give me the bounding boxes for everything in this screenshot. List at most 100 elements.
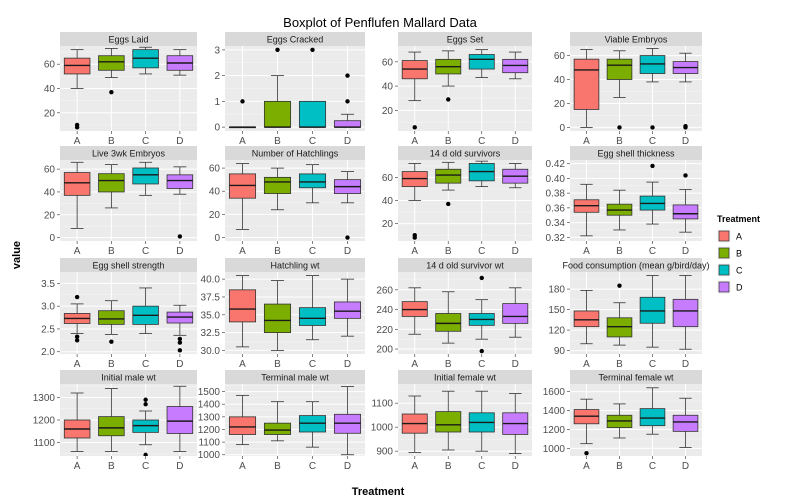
- outlier-point: [683, 173, 688, 178]
- box-iqr: [435, 168, 462, 184]
- box-iqr: [98, 55, 125, 71]
- facet-strip-label: Terminal female wt: [598, 373, 674, 383]
- y-tick-label: 20: [382, 106, 394, 117]
- box-B: [435, 161, 462, 207]
- y-tick-label: 0.32: [546, 233, 566, 244]
- box-C: [639, 47, 666, 130]
- box-iqr: [166, 406, 194, 434]
- x-tick-label: A: [239, 359, 246, 370]
- outlier-point: [74, 338, 80, 343]
- legend-swatch: [718, 230, 730, 242]
- box-iqr: [435, 313, 462, 332]
- panel-background: [398, 46, 532, 131]
- y-tick-label: 1100: [33, 438, 55, 449]
- outlier-point: [584, 450, 589, 456]
- box-A: [228, 275, 257, 348]
- box-C: [468, 275, 495, 354]
- outlier-point: [683, 124, 688, 129]
- box-iqr: [98, 173, 125, 193]
- box-B: [263, 280, 292, 351]
- x-tick-label: D: [344, 136, 351, 147]
- x-tick-label: D: [682, 461, 689, 472]
- outlier-point: [177, 348, 183, 353]
- box-D: [672, 397, 699, 448]
- facet-strip: [60, 370, 197, 384]
- x-tick-label: D: [176, 136, 183, 147]
- outlier-point: [177, 336, 183, 342]
- box-D: [672, 275, 699, 350]
- facet-panel: Viable Embryos 0 20 40 60 A B C D: [554, 32, 702, 147]
- box-A: [401, 163, 428, 240]
- x-tick-label: C: [649, 246, 656, 257]
- x-tick-label: A: [239, 246, 246, 257]
- outlier-point: [412, 125, 417, 130]
- box-D: [502, 287, 529, 338]
- facet-strip-label: Egg shell thickness: [597, 149, 675, 159]
- y-axis-title: value: [11, 241, 23, 269]
- legend-label: C: [736, 266, 743, 276]
- box-A: [63, 161, 91, 229]
- y-tick-label: 40.0: [201, 275, 221, 286]
- box-A: [401, 51, 428, 130]
- facet-strip-label: Viable Embryos: [605, 35, 668, 45]
- box-B: [263, 47, 292, 128]
- x-tick-label: A: [583, 461, 590, 472]
- y-tick-label: 0: [214, 123, 220, 134]
- outlier-point: [177, 234, 183, 239]
- x-tick-label: D: [344, 461, 351, 472]
- legend-item-B: B: [716, 245, 742, 261]
- facet-strip-label: Food consumption (mean g/bird/day): [562, 261, 709, 271]
- x-tick-label: B: [108, 359, 115, 370]
- x-tick-label: D: [512, 136, 519, 147]
- box-A: [228, 99, 257, 129]
- x-tick-label: A: [411, 461, 418, 472]
- facet-panel: Hatchling wt 30.0 32.5 35.0 37.5 40.0 A B C D: [201, 258, 365, 370]
- x-tick-label: B: [108, 246, 115, 257]
- box-B: [435, 291, 462, 344]
- box-C: [639, 387, 666, 435]
- y-tick-label: 120: [548, 326, 565, 337]
- facet-panel: 14 d old survivors 20 40 60 A B C D: [382, 146, 532, 257]
- y-tick-label: 3.0: [41, 302, 55, 313]
- x-tick-label: C: [649, 136, 656, 147]
- x-tick-label: D: [344, 246, 351, 257]
- box-iqr: [263, 100, 292, 128]
- outlier-point: [650, 163, 655, 169]
- x-tick-label: C: [142, 461, 149, 472]
- x-tick-label: B: [274, 246, 281, 257]
- box-iqr: [166, 174, 194, 189]
- box-iqr: [639, 408, 666, 427]
- box-B: [435, 390, 462, 451]
- box-A: [573, 183, 600, 237]
- box-iqr: [98, 416, 125, 437]
- facet-panel: 14 d old survivor wt 200 220 240 260 A B C D: [376, 258, 532, 370]
- facet-strip: [398, 258, 532, 272]
- y-tick-label: 1500: [198, 387, 221, 398]
- facet-panel: Eggs Laid 20 40 60 A B C D: [44, 32, 197, 147]
- y-tick-label: 37.5: [201, 292, 221, 303]
- y-tick-label: 1200: [198, 425, 221, 436]
- facet-panel: Eggs Set 20 40 60 A B C D: [382, 32, 532, 147]
- box-C: [298, 164, 327, 204]
- box-C: [132, 287, 159, 334]
- x-tick-label: D: [682, 359, 689, 370]
- facet-strip-label: Initial male wt: [101, 373, 156, 383]
- facet-strip-label: Initial female wt: [434, 373, 497, 383]
- box-A: [228, 163, 257, 230]
- box-B: [98, 388, 125, 452]
- outlier-point: [310, 47, 315, 53]
- x-tick-label: B: [445, 246, 452, 257]
- y-tick-label: 0.42: [546, 159, 566, 170]
- y-tick-label: 35.0: [201, 310, 221, 321]
- legend-title: Treatment: [717, 214, 760, 224]
- box-iqr: [502, 303, 529, 324]
- y-tick-label: 60: [209, 164, 221, 175]
- box-D: [166, 166, 194, 239]
- x-tick-label: B: [274, 461, 281, 472]
- box-B: [98, 300, 125, 344]
- box-C: [468, 49, 495, 78]
- x-tick-label: D: [512, 461, 519, 472]
- outlier-point: [479, 348, 484, 354]
- box-D: [166, 304, 194, 353]
- facet-panel: Initial female wt 900 1000 1100 A B C D: [371, 370, 532, 472]
